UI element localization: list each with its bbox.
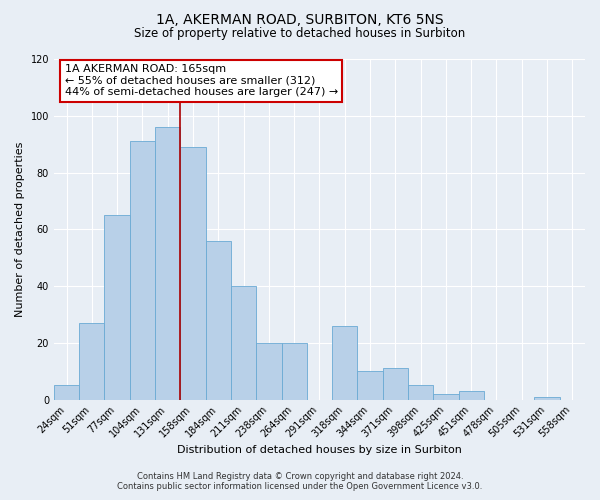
Bar [358,372,383,400]
Bar [458,391,484,400]
Bar [181,147,206,400]
Bar [155,127,181,400]
Bar [206,240,231,400]
Bar [79,323,104,400]
Text: 1A, AKERMAN ROAD, SURBITON, KT6 5NS: 1A, AKERMAN ROAD, SURBITON, KT6 5NS [156,12,444,26]
Bar [256,343,281,400]
Y-axis label: Number of detached properties: Number of detached properties [15,142,25,317]
Bar [433,394,458,400]
Bar [54,386,79,400]
Bar [104,215,130,400]
Bar [332,326,358,400]
Text: Contains HM Land Registry data © Crown copyright and database right 2024.
Contai: Contains HM Land Registry data © Crown c… [118,472,482,491]
Bar [383,368,408,400]
Bar [408,386,433,400]
Bar [535,397,560,400]
Bar [231,286,256,400]
Bar [281,343,307,400]
Bar [130,142,155,400]
Text: Size of property relative to detached houses in Surbiton: Size of property relative to detached ho… [134,28,466,40]
X-axis label: Distribution of detached houses by size in Surbiton: Distribution of detached houses by size … [177,445,462,455]
Text: 1A AKERMAN ROAD: 165sqm
← 55% of detached houses are smaller (312)
44% of semi-d: 1A AKERMAN ROAD: 165sqm ← 55% of detache… [65,64,338,98]
